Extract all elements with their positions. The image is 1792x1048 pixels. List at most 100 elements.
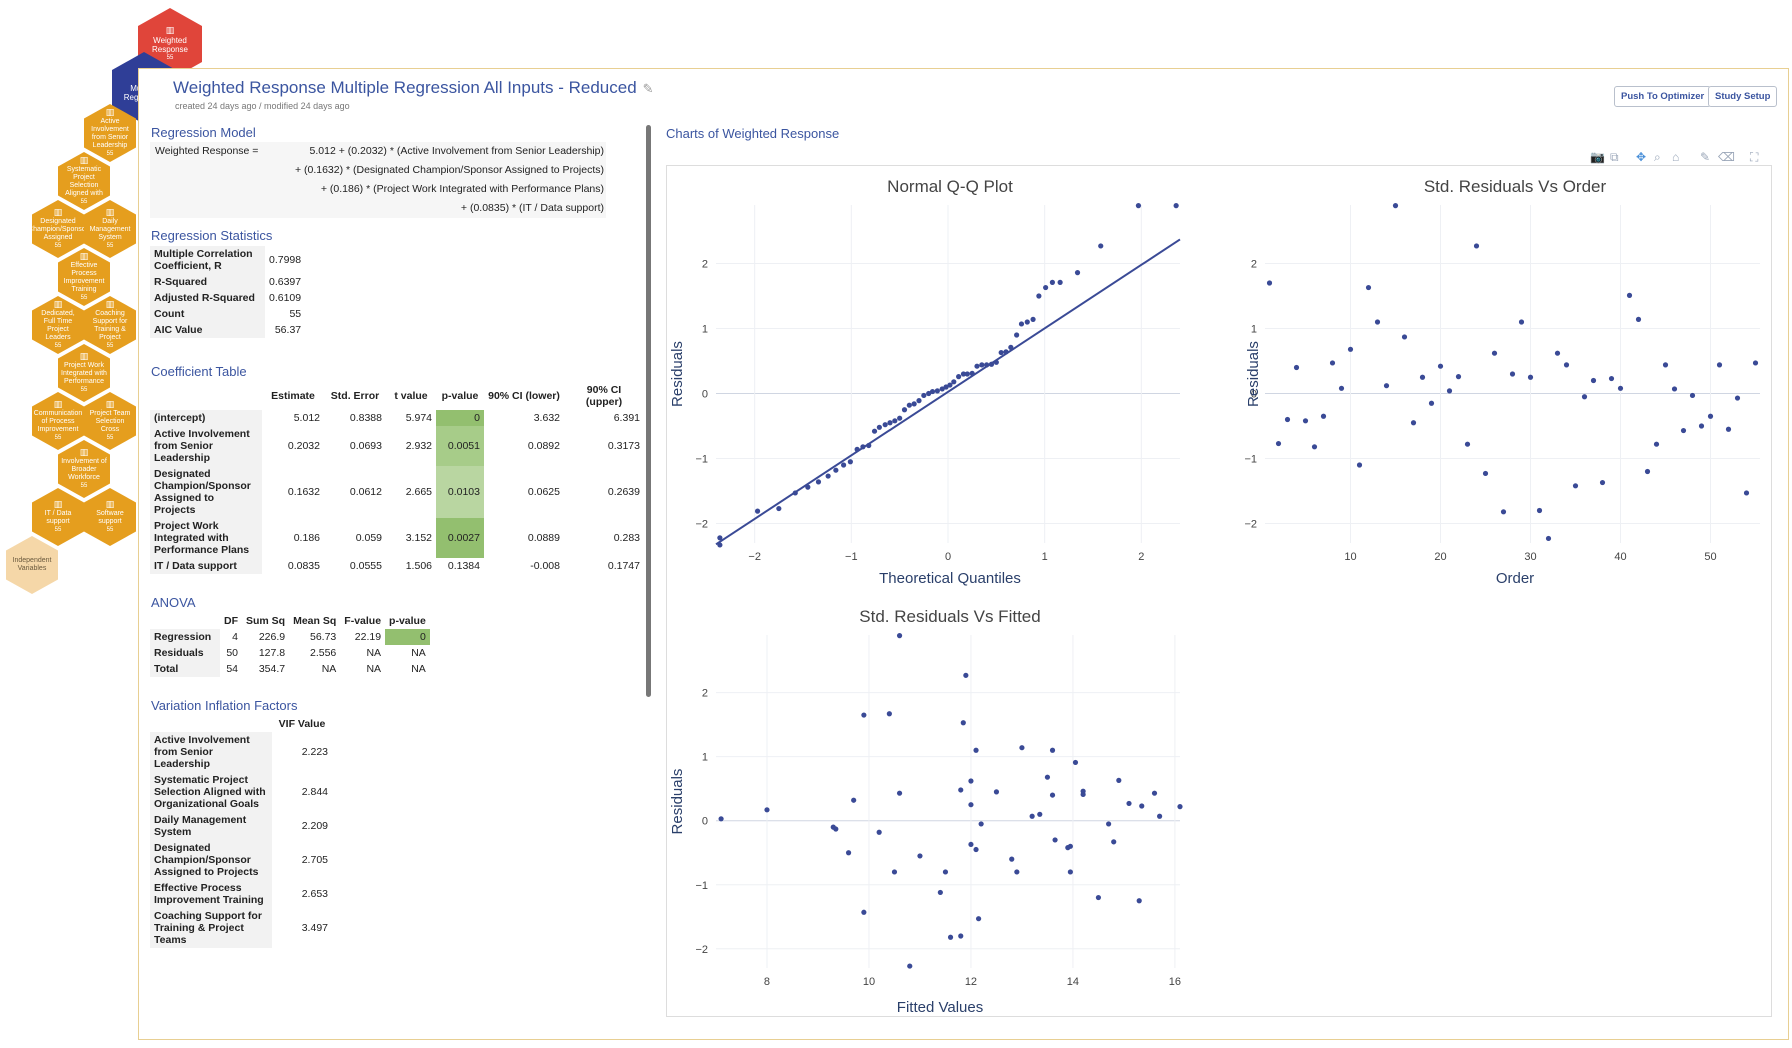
sum-sq-cell: 354.7	[258, 663, 286, 675]
hex-count: 55	[80, 387, 88, 393]
hex-count: 55	[80, 483, 88, 489]
ci-lower-cell: -0.008	[530, 560, 560, 572]
ci-lower-cell: 0.0625	[527, 486, 560, 498]
left-pane-scrollbar[interactable]	[646, 125, 651, 697]
push-to-optimizer-button[interactable]: Push To Optimizer	[1614, 86, 1712, 107]
hex-node[interactable]: ▥ Coaching Support for Training & Project…	[84, 296, 136, 354]
table-row: Daily Management System 2.209	[150, 812, 332, 840]
fullscreen-icon[interactable]: ⛶	[1750, 150, 1759, 164]
ci-upper-cell: 0.2639	[607, 486, 640, 498]
column-header[interactable]: p-value	[385, 613, 430, 629]
std-error-cell: 0.0555	[349, 560, 382, 572]
table-header-row: DF Sum Sq Mean Sq F-value p-value	[150, 613, 430, 629]
hex-node[interactable]: ▥ Software support 55	[84, 488, 136, 546]
t-value-cell: 5.974	[405, 412, 432, 424]
hex-label: IT / Data support	[44, 510, 72, 525]
p-value-cell: 0.0027	[436, 518, 484, 558]
hex-node[interactable]: ▥Designated Champion/Sponsor Assigned 55	[32, 200, 84, 258]
table-row: (intercept) 5.012 0.8388 5.974 0 3.632 6…	[150, 410, 644, 426]
sum-sq-cell: 127.8	[258, 647, 286, 659]
column-header[interactable]: p-value	[436, 382, 484, 410]
ci-lower-cell: 0.0889	[527, 532, 560, 544]
column-header[interactable]: Sum Sq	[242, 613, 290, 629]
hex-node[interactable]: ▥ Systematic Project Selection Aligned wi…	[58, 152, 110, 210]
table-icon: ▥	[165, 25, 175, 35]
regression-statistics-heading: Regression Statistics	[151, 228, 273, 243]
table-icon: ▥	[79, 447, 89, 457]
hex-node[interactable]: ▥ Project Work Integrated with Performanc…	[58, 344, 110, 402]
study-setup-button[interactable]: Study Setup	[1708, 86, 1778, 107]
column-header[interactable]: DF	[220, 613, 242, 629]
stat-label: Count	[150, 306, 265, 322]
vif-label: Daily Management System	[150, 812, 272, 840]
column-header[interactable]: VIF Value	[272, 716, 332, 732]
estimate-cell: 0.186	[293, 532, 320, 544]
vif-table: VIF Value Active Involvement from Senior…	[150, 716, 332, 948]
hex-node[interactable]: ▥ Involvement of Broader Workforce 55	[58, 440, 110, 498]
stat-value: 0.7998	[269, 254, 302, 266]
anova-row-label: Residuals	[150, 645, 220, 661]
table-row: Count 55	[150, 306, 305, 322]
ci-upper-cell: 0.3173	[607, 440, 640, 452]
table-row: Designated Champion/Sponsor Assigned to …	[150, 466, 644, 518]
corner-cell	[150, 716, 272, 732]
df-cell: 54	[226, 663, 238, 675]
table-icon: ▥	[53, 299, 63, 309]
hex-node[interactable]: ▥ Project Team Selection Cross 55	[84, 392, 136, 450]
std-error-cell: 0.0693	[349, 440, 382, 452]
table-row: IT / Data support 0.0835 0.0555 1.506 0.…	[150, 558, 644, 574]
column-header[interactable]: 90% CI (upper)	[564, 382, 644, 410]
df-cell: 4	[232, 631, 238, 643]
sum-sq-cell: 226.9	[258, 631, 286, 643]
hex-label: Daily Management System	[89, 218, 131, 241]
corner-cell	[150, 613, 220, 629]
column-header[interactable]: F-value	[340, 613, 386, 629]
anova-row-label: Regression	[150, 629, 220, 645]
hex-node[interactable]: ▥ Daily Management System 55	[84, 200, 136, 258]
copy-icon[interactable]: ⧉	[1610, 150, 1619, 164]
hex-node[interactable]: ▥ Effective Process Improvement Training 5…	[58, 248, 110, 306]
vif-value: 2.209	[301, 820, 328, 832]
ci-upper-cell: 6.391	[613, 412, 640, 424]
column-header[interactable]: Mean Sq	[289, 613, 341, 629]
hex-count: 55	[80, 199, 88, 205]
table-icon: ▥	[53, 499, 63, 509]
camera-icon[interactable]: 📷	[1590, 150, 1605, 164]
hex-node[interactable]: ▥ Communication of Process Improvement 55	[32, 392, 84, 450]
column-header[interactable]: 90% CI (lower)	[484, 382, 564, 410]
f-value-cell: 22.19	[354, 631, 382, 643]
home-icon[interactable]: ⌂	[1672, 150, 1680, 164]
hex-label: Project Work Integrated with Performance	[61, 362, 107, 385]
hex-count: 55	[106, 151, 114, 157]
regression-statistics-table: Multiple Correlation Coefficient, R 0.79…	[150, 246, 305, 338]
term-label: Project Work Integrated with Performance…	[150, 518, 262, 558]
hex-node[interactable]: Independent Variables	[6, 536, 58, 594]
ci-lower-cell: 3.632	[533, 412, 560, 424]
vif-value: 3.497	[301, 922, 328, 934]
term-label: Designated Champion/Sponsor Assigned to …	[150, 466, 262, 518]
hex-node[interactable]: ▥ IT / Data support 55	[32, 488, 84, 546]
table-row: Multiple Correlation Coefficient, R 0.79…	[150, 246, 305, 274]
anova-table: DF Sum Sq Mean Sq F-value p-value Regres…	[150, 613, 430, 677]
p-value-cell: NA	[411, 647, 426, 659]
column-header[interactable]: Estimate	[262, 382, 324, 410]
stat-label: R-Squared	[150, 274, 265, 290]
table-icon: ▥	[105, 499, 115, 509]
eraser-icon[interactable]: ⌫	[1718, 150, 1735, 164]
table-row: Total 54 354.7 NA NA NA	[150, 661, 430, 677]
hex-label: Communication of Process Improvement	[33, 410, 83, 433]
edit-pencil-icon[interactable]: ✎	[642, 81, 654, 96]
column-header[interactable]: t value	[386, 382, 436, 410]
pencil-icon[interactable]: ✎	[1700, 150, 1711, 164]
hex-count: 55	[106, 343, 114, 349]
column-header[interactable]: Std. Error	[324, 382, 386, 410]
regression-model-line: + (0.186) * (Project Work Integrated wit…	[320, 183, 604, 195]
pan-icon[interactable]: ✥	[1636, 150, 1647, 164]
zoom-icon[interactable]: ⌕	[1654, 150, 1661, 164]
hex-node[interactable]: ▥ Dedicated, Full Time Project Leaders 55	[32, 296, 84, 354]
table-icon: ▥	[105, 207, 115, 217]
table-icon: ▥	[79, 251, 89, 261]
anova-row-label: Total	[150, 661, 220, 677]
page-title: Weighted Response Multiple Regression Al…	[173, 78, 654, 98]
